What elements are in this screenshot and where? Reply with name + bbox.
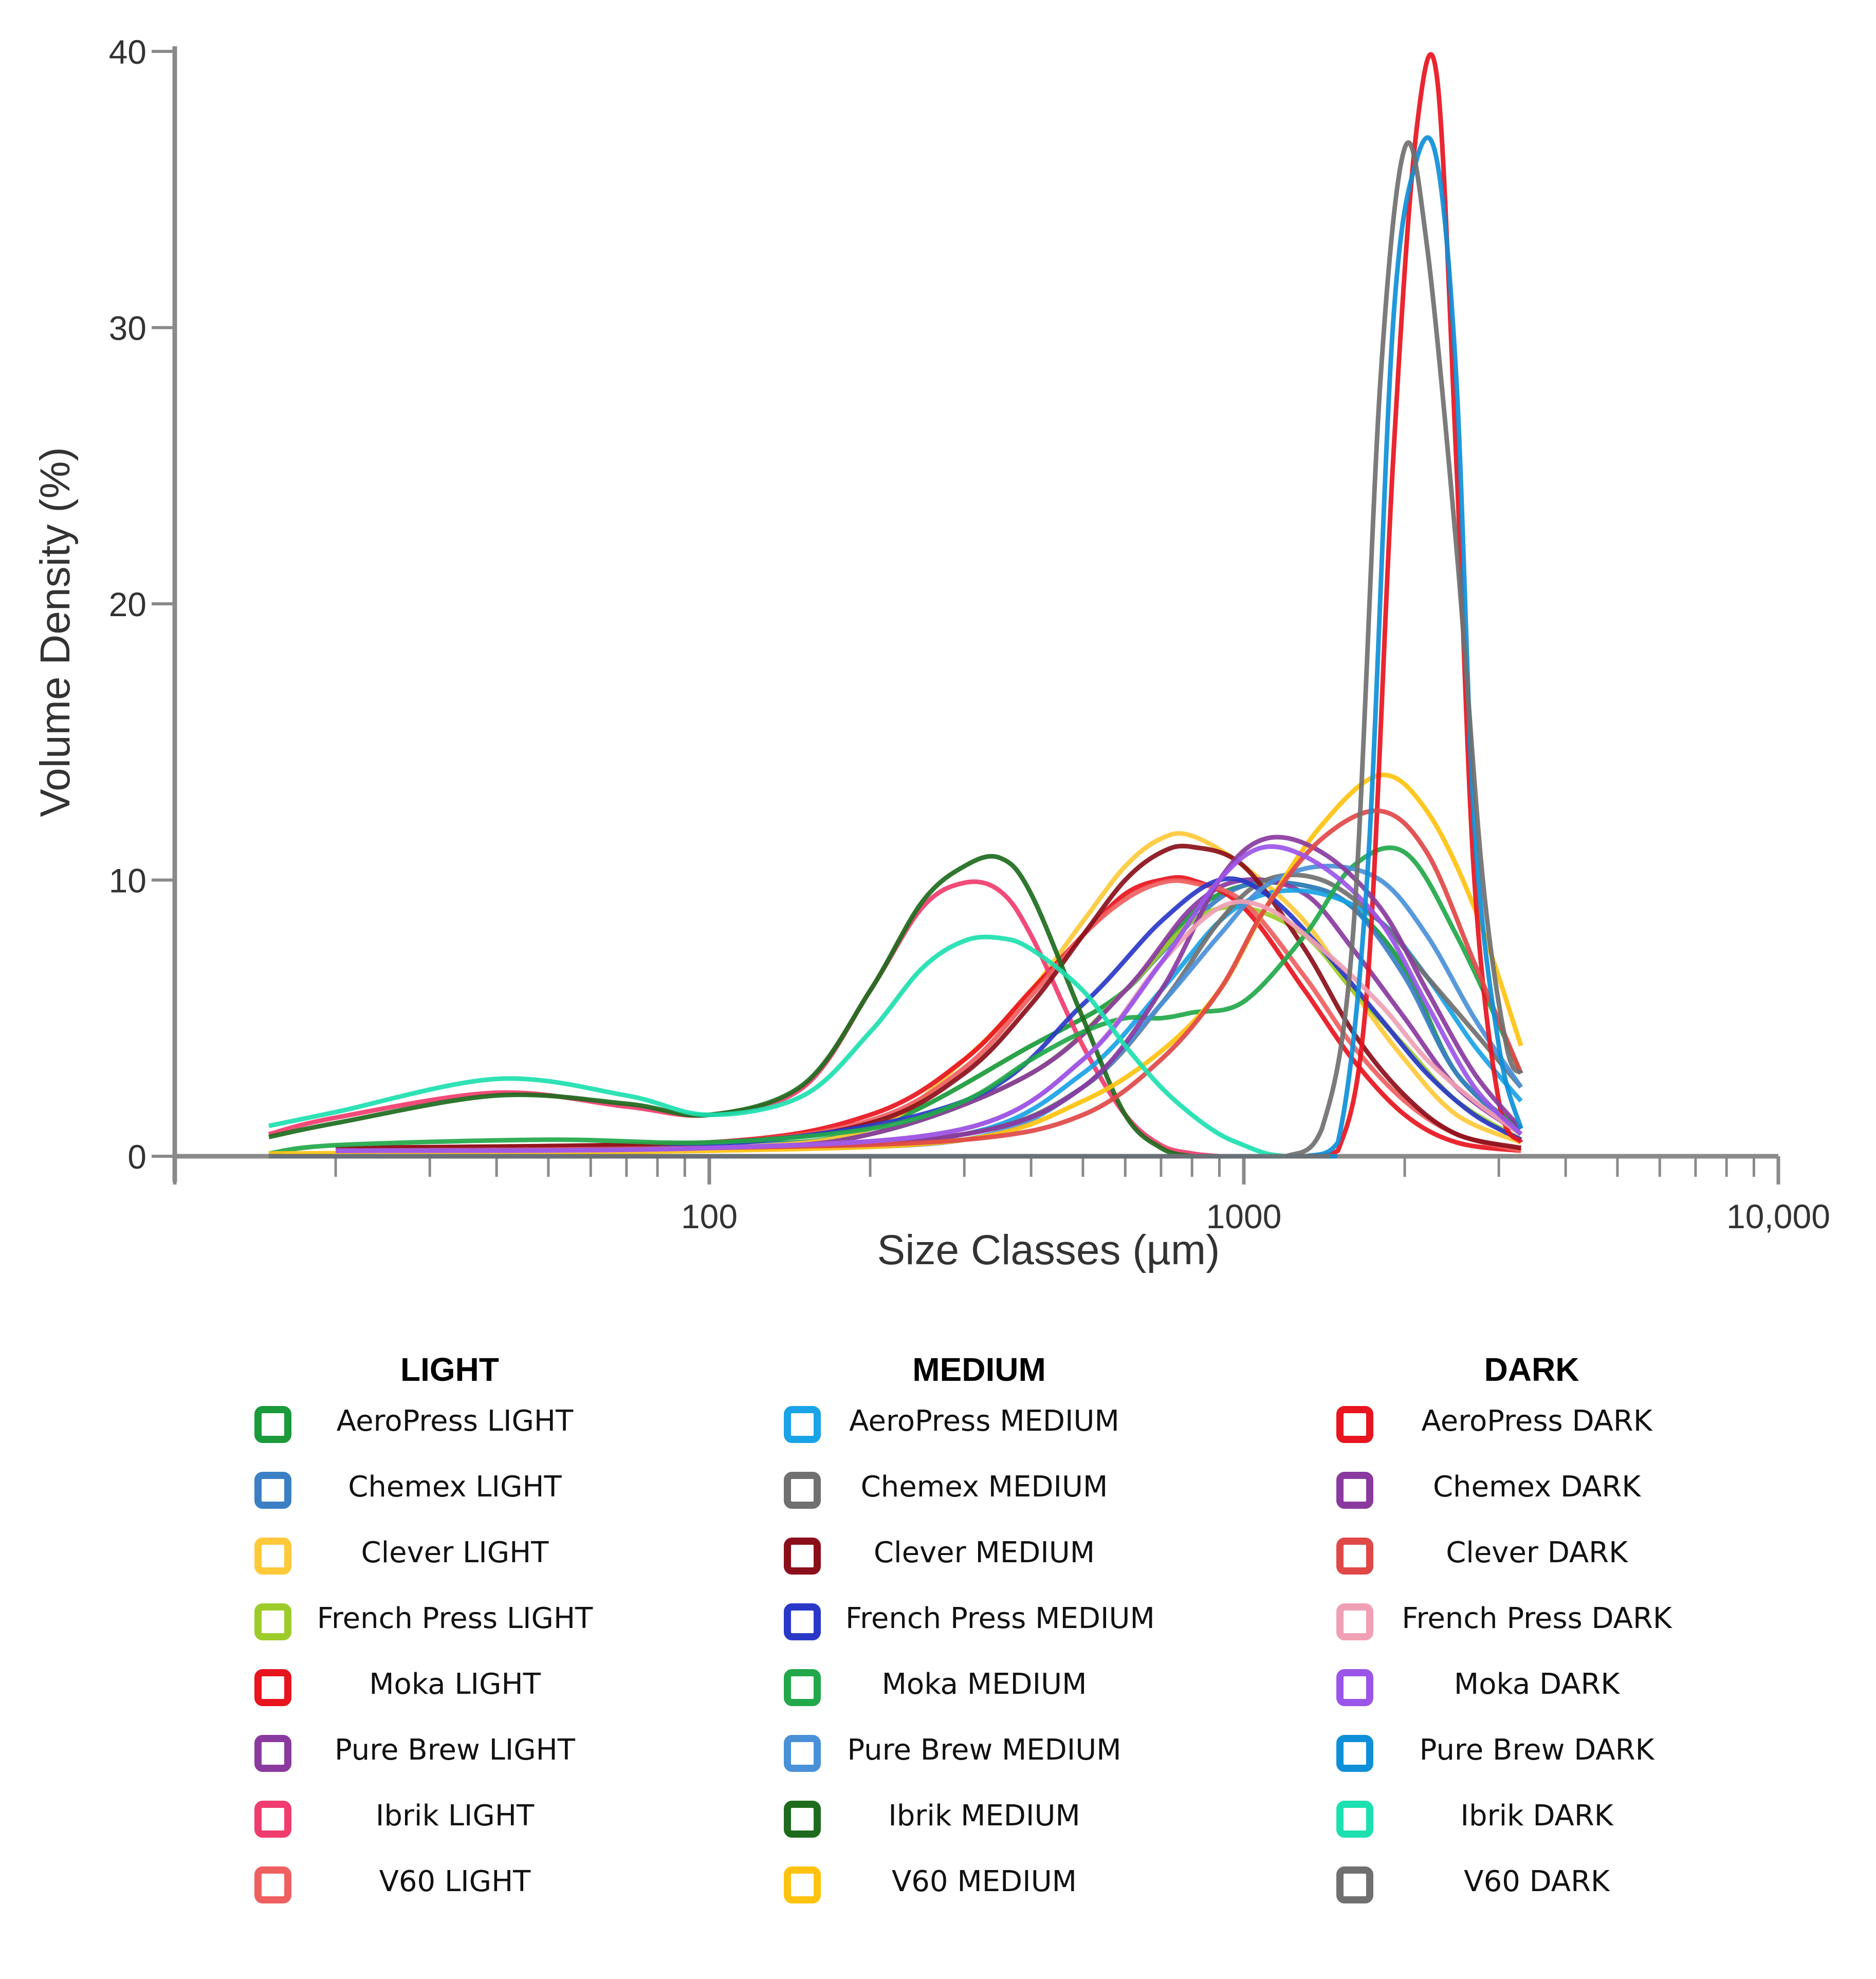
legend-label: Clever DARK bbox=[1446, 1536, 1628, 1569]
legend-item-french-press-medium: French Press MEDIUM bbox=[722, 1594, 1236, 1651]
legend-group-medium: MEDIUM AeroPress MEDIUM Chemex MEDIUM Cleve… bbox=[722, 1346, 1236, 1903]
legend-item-v60-light: V60 LIGHT bbox=[193, 1857, 707, 1914]
legend-item-moka-light: Moka LIGHT bbox=[193, 1660, 707, 1716]
legend: LIGHT AeroPress LIGHT Chemex LIGHT Clever L… bbox=[0, 1346, 1876, 1963]
y-tick-label: 30 bbox=[109, 309, 146, 347]
legend-label: Moka MEDIUM bbox=[881, 1668, 1087, 1701]
legend-swatch bbox=[1336, 1472, 1373, 1509]
legend-group-title: DARK bbox=[1484, 1351, 1579, 1388]
y-tick-label: 10 bbox=[109, 862, 146, 900]
legend-swatch bbox=[254, 1538, 291, 1575]
legend-item-ibrik-dark: Ibrik DARK bbox=[1275, 1791, 1789, 1848]
legend-item-pure-brew-medium: Pure Brew MEDIUM bbox=[722, 1726, 1236, 1782]
legend-label: V60 MEDIUM bbox=[891, 1865, 1077, 1898]
y-tick-label: 0 bbox=[127, 1138, 146, 1176]
legend-swatch bbox=[784, 1406, 821, 1443]
y-tick-label: 40 bbox=[109, 33, 146, 71]
legend-group-light: LIGHT AeroPress LIGHT Chemex LIGHT Clever L… bbox=[193, 1346, 707, 1903]
y-axis-title: Volume Density (%) bbox=[32, 447, 79, 817]
legend-label: Ibrik MEDIUM bbox=[888, 1799, 1080, 1833]
legend-swatch bbox=[254, 1735, 291, 1772]
x-axis-title: Size Classes (µm) bbox=[877, 1227, 1220, 1273]
legend-item-french-press-dark: French Press DARK bbox=[1275, 1594, 1789, 1651]
legend-item-chemex-light: Chemex LIGHT bbox=[193, 1463, 707, 1519]
legend-item-clever-light: Clever LIGHT bbox=[193, 1528, 707, 1585]
legend-item-clever-dark: Clever DARK bbox=[1275, 1528, 1789, 1585]
series-line-aeropress-dark bbox=[269, 52, 1523, 1159]
x-tick-label: 100 bbox=[681, 1197, 738, 1235]
legend-item-moka-dark: Moka DARK bbox=[1275, 1660, 1789, 1716]
legend-swatch bbox=[254, 1603, 291, 1640]
legend-swatch bbox=[254, 1406, 291, 1443]
legend-label: Clever LIGHT bbox=[361, 1536, 549, 1569]
x-tick-label: 10,000 bbox=[1726, 1197, 1830, 1235]
series-line-moka-dark bbox=[336, 844, 1523, 1153]
legend-item-french-press-light: French Press LIGHT bbox=[193, 1594, 707, 1651]
legend-item-ibrik-light: Ibrik LIGHT bbox=[193, 1791, 707, 1848]
legend-swatch bbox=[1336, 1801, 1373, 1838]
legend-swatch bbox=[1336, 1866, 1373, 1903]
legend-item-v60-medium: V60 MEDIUM bbox=[722, 1857, 1236, 1914]
legend-label: Chemex MEDIUM bbox=[860, 1470, 1108, 1504]
legend-swatch bbox=[1336, 1603, 1373, 1640]
legend-group-dark: DARK AeroPress DARK Chemex DARK Clever DARK… bbox=[1275, 1346, 1789, 1903]
legend-label: French Press LIGHT bbox=[317, 1602, 593, 1635]
legend-item-aeropress-dark: AeroPress DARK bbox=[1275, 1397, 1789, 1453]
legend-label: V60 DARK bbox=[1464, 1865, 1610, 1898]
legend-label: Pure Brew LIGHT bbox=[334, 1733, 575, 1767]
legend-swatch bbox=[254, 1866, 291, 1903]
y-tick-label: 20 bbox=[109, 585, 146, 623]
legend-item-aeropress-light: AeroPress LIGHT bbox=[193, 1397, 707, 1453]
legend-label: Pure Brew MEDIUM bbox=[847, 1733, 1121, 1767]
series-lines bbox=[268, 52, 1523, 1159]
legend-item-v60-dark: V60 DARK bbox=[1275, 1857, 1789, 1914]
legend-label: Ibrik DARK bbox=[1460, 1799, 1613, 1833]
legend-label: AeroPress DARK bbox=[1421, 1404, 1652, 1438]
series-line-moka-medium bbox=[268, 845, 1523, 1156]
legend-swatch bbox=[1336, 1669, 1373, 1706]
series-line-v60-dark bbox=[269, 140, 1523, 1159]
legend-label: Moka DARK bbox=[1454, 1668, 1620, 1701]
legend-swatch bbox=[784, 1866, 821, 1903]
legend-label: Ibrik LIGHT bbox=[375, 1799, 535, 1833]
legend-swatch bbox=[254, 1801, 291, 1838]
legend-swatch bbox=[1336, 1538, 1373, 1575]
legend-label: Moka LIGHT bbox=[369, 1668, 541, 1701]
legend-item-chemex-dark: Chemex DARK bbox=[1275, 1463, 1789, 1519]
legend-group-title: LIGHT bbox=[400, 1351, 499, 1388]
legend-item-aeropress-medium: AeroPress MEDIUM bbox=[722, 1397, 1236, 1453]
axes bbox=[152, 46, 1780, 1185]
legend-swatch bbox=[784, 1538, 821, 1575]
legend-item-clever-medium: Clever MEDIUM bbox=[722, 1528, 1236, 1585]
legend-label: AeroPress MEDIUM bbox=[849, 1404, 1119, 1438]
legend-swatch bbox=[254, 1669, 291, 1706]
x-tick-label: 1000 bbox=[1206, 1197, 1282, 1235]
legend-item-ibrik-medium: Ibrik MEDIUM bbox=[722, 1791, 1236, 1848]
series-line-ibrik-dark bbox=[268, 934, 1286, 1159]
legend-item-pure-brew-light: Pure Brew LIGHT bbox=[193, 1726, 707, 1782]
tick-labels: 0 10 20 30 40 100 1000 10,000 bbox=[109, 33, 1830, 1235]
legend-swatch bbox=[784, 1603, 821, 1640]
legend-label: AeroPress LIGHT bbox=[336, 1404, 574, 1438]
legend-label: French Press MEDIUM bbox=[845, 1602, 1155, 1635]
legend-label: French Press DARK bbox=[1402, 1602, 1672, 1635]
particle-size-chart: 0 10 20 30 40 100 1000 10,000 Size Classes (µm)… bbox=[32, 33, 1830, 1273]
legend-item-pure-brew-dark: Pure Brew DARK bbox=[1275, 1726, 1789, 1782]
legend-item-chemex-medium: Chemex MEDIUM bbox=[722, 1463, 1236, 1519]
legend-swatch bbox=[1336, 1735, 1373, 1772]
legend-swatch bbox=[254, 1472, 291, 1509]
legend-swatch bbox=[784, 1735, 821, 1772]
legend-swatch bbox=[784, 1801, 821, 1838]
legend-label: Clever MEDIUM bbox=[873, 1536, 1095, 1569]
legend-group-title: MEDIUM bbox=[912, 1351, 1046, 1388]
legend-item-moka-medium: Moka MEDIUM bbox=[722, 1660, 1236, 1716]
legend-label: Chemex DARK bbox=[1432, 1470, 1641, 1504]
legend-label: Pure Brew DARK bbox=[1419, 1733, 1654, 1767]
legend-label: Chemex LIGHT bbox=[348, 1470, 562, 1504]
legend-label: V60 LIGHT bbox=[379, 1865, 531, 1898]
legend-swatch bbox=[784, 1472, 821, 1509]
legend-swatch bbox=[1336, 1406, 1373, 1443]
legend-swatch bbox=[784, 1669, 821, 1706]
